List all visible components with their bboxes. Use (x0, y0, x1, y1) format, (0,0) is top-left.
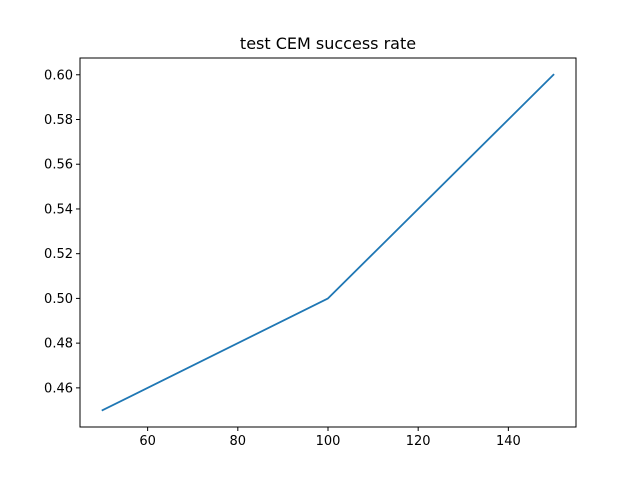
x-tick-label: 100 (316, 434, 341, 449)
y-tick-label: 0.56 (44, 158, 73, 173)
y-tick-label: 0.54 (44, 202, 73, 217)
series-line (101, 73, 555, 412)
y-tick-label: 0.46 (44, 381, 73, 396)
chart-title: test CEM success rate (240, 34, 416, 53)
x-tick-label: 80 (230, 434, 247, 449)
y-tick-label: 0.52 (44, 247, 73, 262)
x-tick-label: 60 (139, 434, 156, 449)
y-tick-label: 0.48 (44, 337, 73, 352)
y-tick-label: 0.60 (44, 68, 73, 83)
y-tick-label: 0.58 (44, 113, 73, 128)
x-tick-label: 120 (406, 434, 431, 449)
plot-frame (79, 57, 577, 428)
y-tick-label: 0.50 (44, 292, 73, 307)
x-tick-label: 140 (496, 434, 521, 449)
